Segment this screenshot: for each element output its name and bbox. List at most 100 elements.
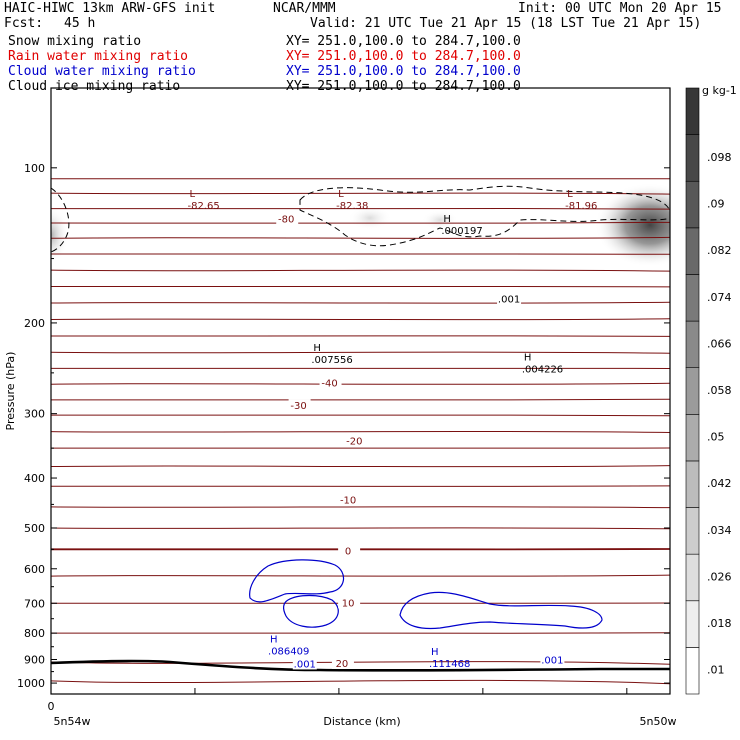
colorbar-swatch: [685, 227, 700, 275]
isotherm-label: -20: [346, 437, 362, 448]
x-start-label: 0: [48, 700, 55, 713]
y-tick-label: 200: [24, 317, 45, 330]
ice-contour-left: [51, 187, 70, 253]
colorbar-tick-label: .026: [707, 570, 732, 583]
y-tick-label: 700: [24, 597, 45, 610]
colorbar-swatch: [685, 600, 700, 648]
water-contour-left-upper: [249, 559, 344, 603]
ice-shading-left: [51, 207, 69, 263]
isotherm-line: [51, 318, 670, 321]
cloud-ice-contours: [51, 185, 670, 253]
temperature-contours: [51, 178, 670, 685]
isotherm-line: [51, 192, 670, 195]
colorbar-tick-label: .066: [707, 337, 732, 350]
extremum-value: -82.38: [336, 201, 368, 212]
isotherm-line: [51, 679, 670, 685]
y-tick-label: 500: [24, 522, 45, 535]
field-xy-snow: XY= 251.0,100.0 to 284.7,100.0: [286, 34, 521, 49]
isotherm-line: [51, 269, 670, 272]
water-contour-right: [399, 591, 603, 630]
extremum-marker: L: [338, 189, 344, 200]
colorbar-tick-label: .042: [707, 477, 732, 490]
isotherm-line: [51, 301, 670, 304]
y-tick-label: 400: [24, 472, 45, 485]
header-org: NCAR/MMM: [273, 1, 336, 16]
isotherm-label-bg: [331, 656, 354, 669]
extremum-value: -82.65: [188, 201, 220, 212]
x-left-location: 5n54w: [54, 715, 91, 728]
extremum-value: .111468: [429, 659, 470, 670]
colorbar-swatch: [685, 414, 700, 462]
isotherm-label-bg: [344, 434, 367, 447]
isotherm-line: [51, 208, 670, 210]
isotherm-label-bg: [276, 212, 299, 225]
contour-label-bg: [292, 657, 317, 670]
y-tick-label: 1000: [17, 677, 45, 690]
colorbar-swatch: [685, 647, 700, 695]
water-contour-left-lower: [282, 594, 339, 628]
isotherm-line: [51, 221, 670, 224]
colorbar-swatch: [685, 507, 700, 555]
ice-shading-mid1: [348, 206, 392, 230]
isotherm-line: [51, 430, 670, 434]
isotherm-label: -30: [290, 401, 306, 412]
ice-contour-center: [299, 185, 670, 247]
contour-value-label: .001: [498, 294, 520, 305]
extremum-marker: H: [524, 352, 532, 363]
contour-label-bg: [497, 292, 522, 305]
extremum-marker: H: [443, 214, 451, 225]
colorbar-tick-label: .034: [707, 524, 732, 537]
colorbar-tick-label: .098: [707, 151, 732, 164]
y-tick-label: 800: [24, 627, 45, 640]
isotherm-label: -40: [321, 378, 337, 389]
colorbar-swatch: [685, 87, 700, 135]
colorbar-swatch: [685, 460, 700, 508]
colorbar-swatch: [685, 553, 700, 602]
header-fcst-label: Fcst:: [4, 16, 44, 31]
extremum-marker: H: [270, 635, 278, 646]
x-axis-label: Distance (km): [323, 715, 400, 728]
contour-value-label: .001: [294, 659, 316, 670]
field-name-rain: Rain water mixing ratio: [8, 49, 189, 64]
extremum-marker: L: [190, 189, 196, 200]
extremum-value: .000197: [441, 226, 482, 237]
extremum-value: -81.96: [565, 201, 597, 212]
y-tick-label: 100: [24, 162, 45, 175]
extremum-marker: H: [431, 647, 439, 658]
y-tick-label: 300: [24, 408, 45, 421]
field-xy-cloudice: XY= 251.0,100.0 to 284.7,100.0: [286, 79, 521, 94]
x-right-location: 5n50w: [640, 715, 677, 728]
colorbar-tick-label: .05: [707, 431, 725, 444]
isotherm-label: 10: [342, 598, 355, 609]
colorbar-tick-label: .018: [707, 617, 732, 630]
extremum-value: .007556: [311, 355, 352, 366]
contour-value-label: .001: [541, 656, 563, 667]
isotherm-line: [51, 398, 670, 401]
shading-layer: [51, 183, 670, 267]
isotherm-line: [51, 527, 670, 530]
colorbar: .01 .018 .026 .034 .042 .05 .058 .066 .074 .082 .0…: [685, 87, 732, 695]
field-name-snow: Snow mixing ratio: [8, 34, 142, 49]
extremum-value: .004226: [522, 364, 563, 375]
colorbar-tick-label: .01: [707, 664, 725, 677]
isotherm-line: [51, 382, 670, 385]
isotherm-line: [51, 506, 670, 509]
isotherm-line: [51, 414, 670, 417]
isotherm-label-bg: [319, 376, 342, 389]
isotherm-label: 20: [336, 659, 349, 670]
header-valid: Valid: 21 UTC Tue 21 Apr 15 (18 LST Tue …: [310, 16, 702, 31]
colorbar-swatch: [685, 134, 700, 182]
colorbar-units: g kg-1: [702, 84, 737, 97]
field-xy-cloudwater: XY= 251.0,100.0 to 284.7,100.0: [286, 64, 521, 79]
colorbar-swatch: [685, 367, 700, 415]
plot-frame: [50, 87, 671, 695]
isotherm-label: -80: [278, 215, 294, 226]
colorbar-swatch: [685, 320, 700, 368]
isotherm-label-bg: [338, 493, 361, 506]
field-xy-rain: XY= 251.0,100.0 to 284.7,100.0: [286, 49, 521, 64]
isotherm-label-bg: [288, 399, 311, 412]
isotherm-label: -10: [340, 495, 356, 506]
header-init: Init: 00 UTC Mon 20 Apr 15: [518, 1, 722, 16]
